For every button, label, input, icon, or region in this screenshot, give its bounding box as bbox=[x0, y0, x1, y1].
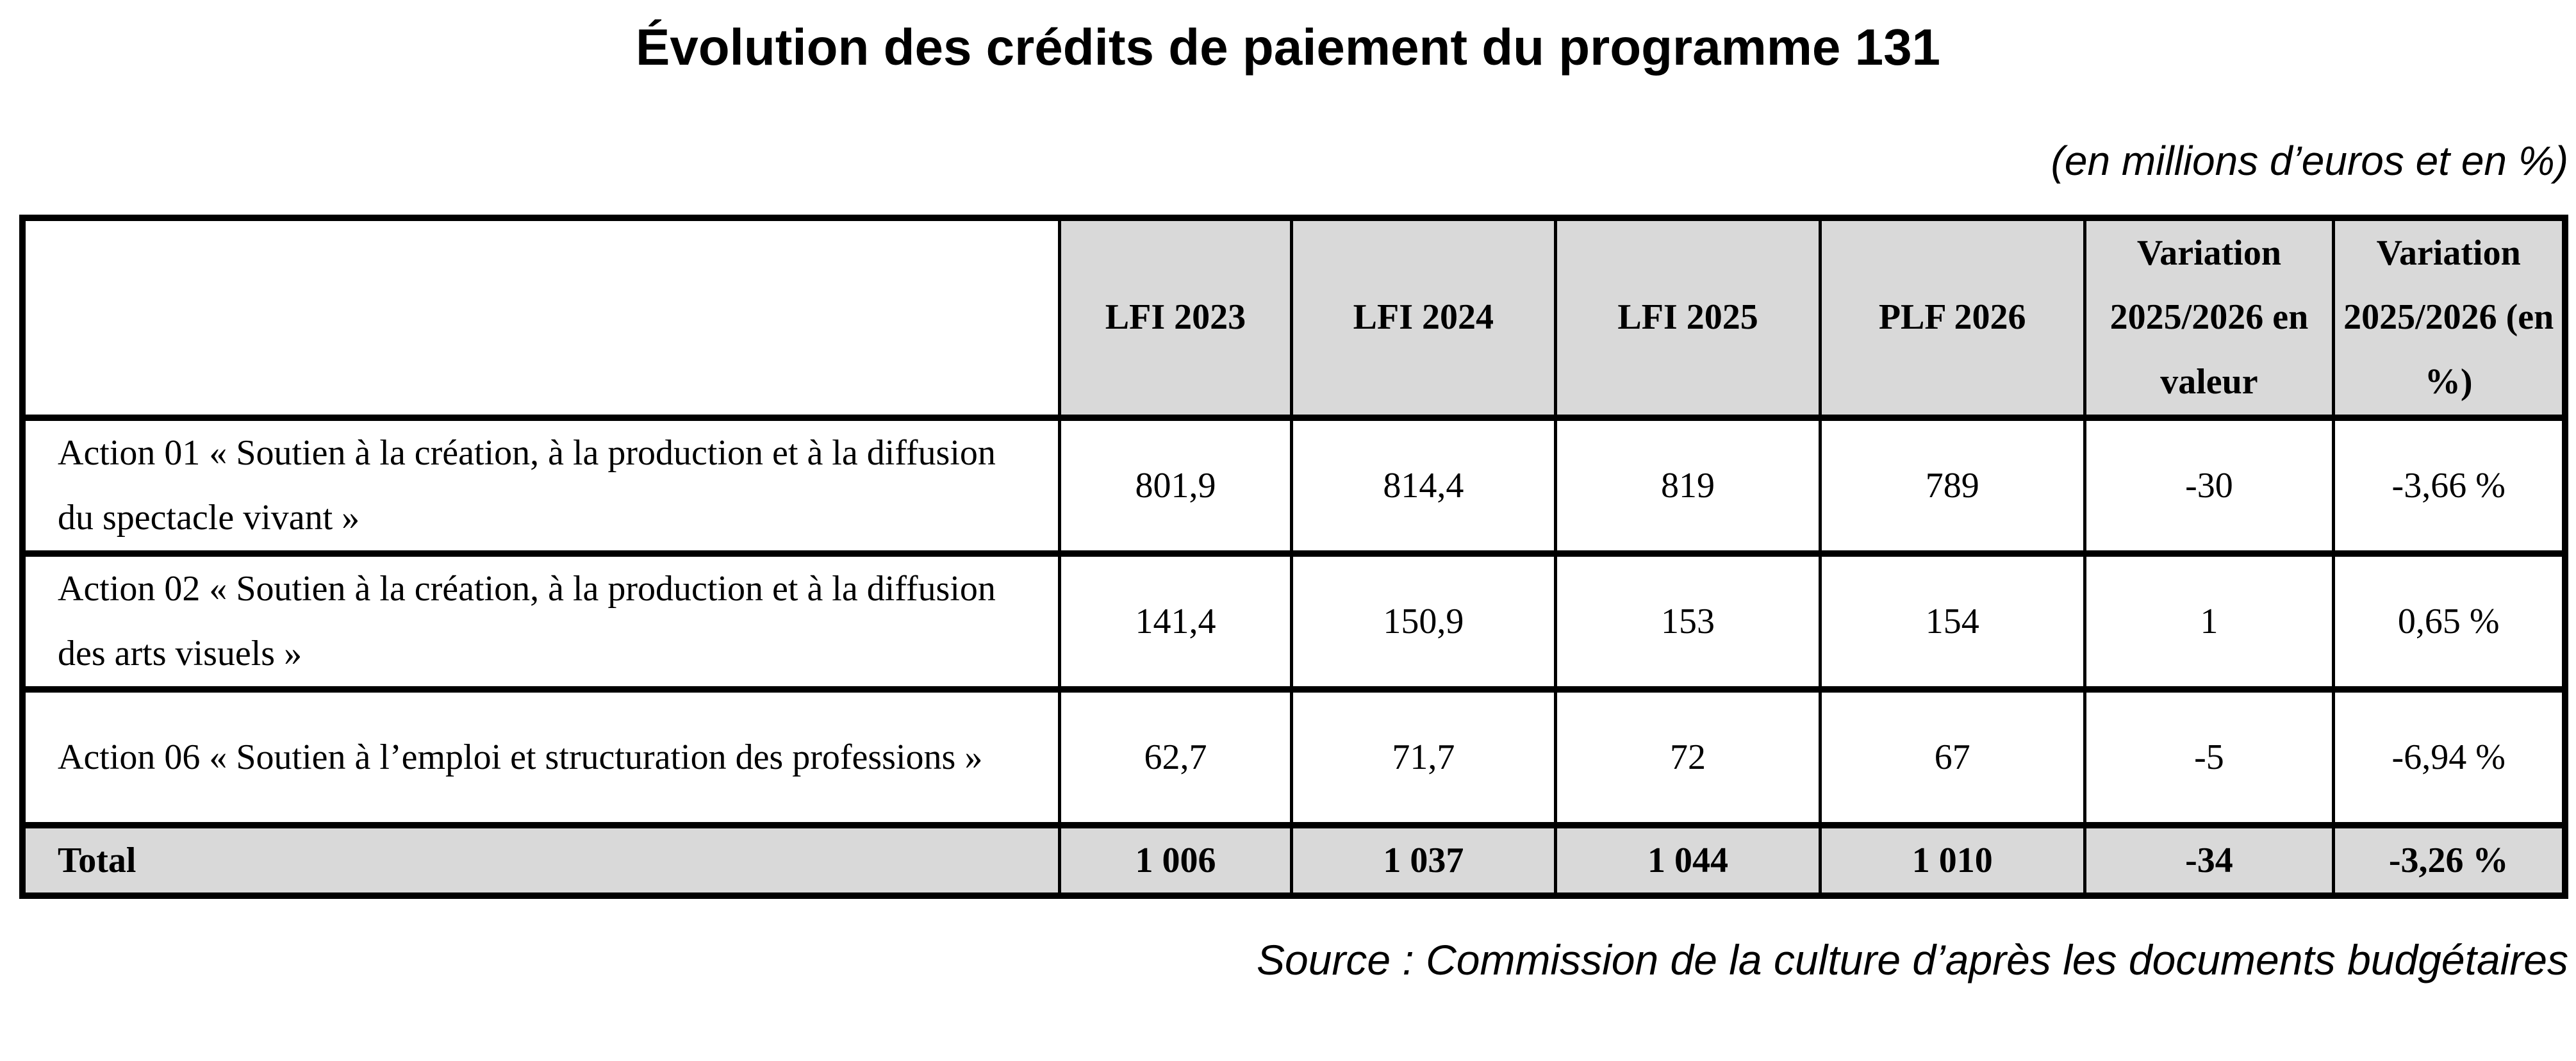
source-note: Source : Commission de la culture d’aprè… bbox=[1256, 935, 2568, 983]
value-cell: 801,9 bbox=[1058, 414, 1293, 557]
total-value: 1 044 bbox=[1554, 821, 1822, 899]
value-cell: 154 bbox=[1818, 550, 2086, 693]
row-label: Action 06 « Soutien à l’emploi et struct… bbox=[21, 686, 1062, 828]
value-cell: 62,7 bbox=[1058, 686, 1293, 828]
total-value: -34 bbox=[2083, 821, 2336, 899]
value-cell: 0,65 % bbox=[2332, 550, 2567, 693]
credits-table: LFI 2023 LFI 2024 LFI 2025 PLF 2026 Vari… bbox=[19, 214, 2568, 899]
value-cell: 153 bbox=[1554, 550, 1822, 693]
value-cell: 789 bbox=[1818, 414, 2086, 557]
header-cell-plf-2026: PLF 2026 bbox=[1818, 214, 2086, 421]
row-label: Action 02 « Soutien à la création, à la … bbox=[21, 550, 1062, 693]
row-label: Action 01 « Soutien à la création, à la … bbox=[21, 414, 1062, 557]
value-cell: 150,9 bbox=[1289, 550, 1558, 693]
value-cell: -6,94 % bbox=[2332, 686, 2567, 828]
table-row-action-01: Action 01 « Soutien à la création, à la … bbox=[21, 414, 2567, 557]
total-value: 1 037 bbox=[1289, 821, 1558, 899]
total-row: Total 1 006 1 037 1 044 1 010 -34 -3,26 … bbox=[21, 821, 2567, 899]
total-value: 1 006 bbox=[1058, 821, 1293, 899]
value-cell: 814,4 bbox=[1289, 414, 1558, 557]
units-note: (en millions d’euros et en %) bbox=[2051, 138, 2568, 184]
header-cell-lfi-2023: LFI 2023 bbox=[1058, 214, 1293, 421]
value-cell: 141,4 bbox=[1058, 550, 1293, 693]
value-cell: 67 bbox=[1818, 686, 2086, 828]
value-cell: -3,66 % bbox=[2332, 414, 2567, 557]
value-cell: 819 bbox=[1554, 414, 1822, 557]
value-cell: -5 bbox=[2083, 686, 2336, 828]
total-label: Total bbox=[21, 821, 1062, 899]
total-value: -3,26 % bbox=[2332, 821, 2567, 899]
table-row-action-06: Action 06 « Soutien à l’emploi et struct… bbox=[21, 686, 2567, 828]
header-cell-lfi-2025: LFI 2025 bbox=[1554, 214, 1822, 421]
value-cell: 71,7 bbox=[1289, 686, 1558, 828]
value-cell: -30 bbox=[2083, 414, 2336, 557]
table-row-action-02: Action 02 « Soutien à la création, à la … bbox=[21, 550, 2567, 693]
value-cell: 72 bbox=[1554, 686, 1822, 828]
value-cell: 1 bbox=[2083, 550, 2336, 693]
page-title: Évolution des crédits de paiement du pro… bbox=[635, 19, 1941, 76]
header-cell-lfi-2024: LFI 2024 bbox=[1289, 214, 1558, 421]
header-cell-variation-pct: Variation 2025/2026 (en %) bbox=[2332, 214, 2567, 421]
header-cell-variation-valeur: Variation 2025/2026 en valeur bbox=[2083, 214, 2336, 421]
total-value: 1 010 bbox=[1818, 821, 2086, 899]
header-row: LFI 2023 LFI 2024 LFI 2025 PLF 2026 Vari… bbox=[21, 214, 2567, 421]
header-cell-empty bbox=[21, 214, 1062, 421]
